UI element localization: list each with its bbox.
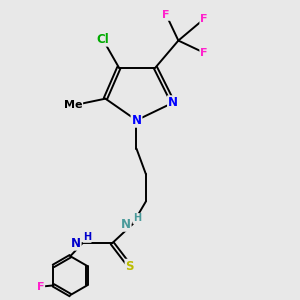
Text: F: F (200, 14, 208, 24)
Text: N: N (131, 114, 142, 127)
Text: F: F (200, 48, 208, 58)
Text: F: F (37, 282, 44, 292)
Text: F: F (163, 10, 170, 20)
Text: H: H (133, 214, 141, 224)
Text: Me: Me (64, 100, 82, 110)
Text: N: N (168, 96, 178, 109)
Text: N: N (121, 218, 131, 231)
Text: N: N (71, 237, 81, 250)
Text: S: S (125, 260, 134, 273)
Text: Cl: Cl (96, 33, 109, 46)
Text: H: H (83, 232, 91, 242)
